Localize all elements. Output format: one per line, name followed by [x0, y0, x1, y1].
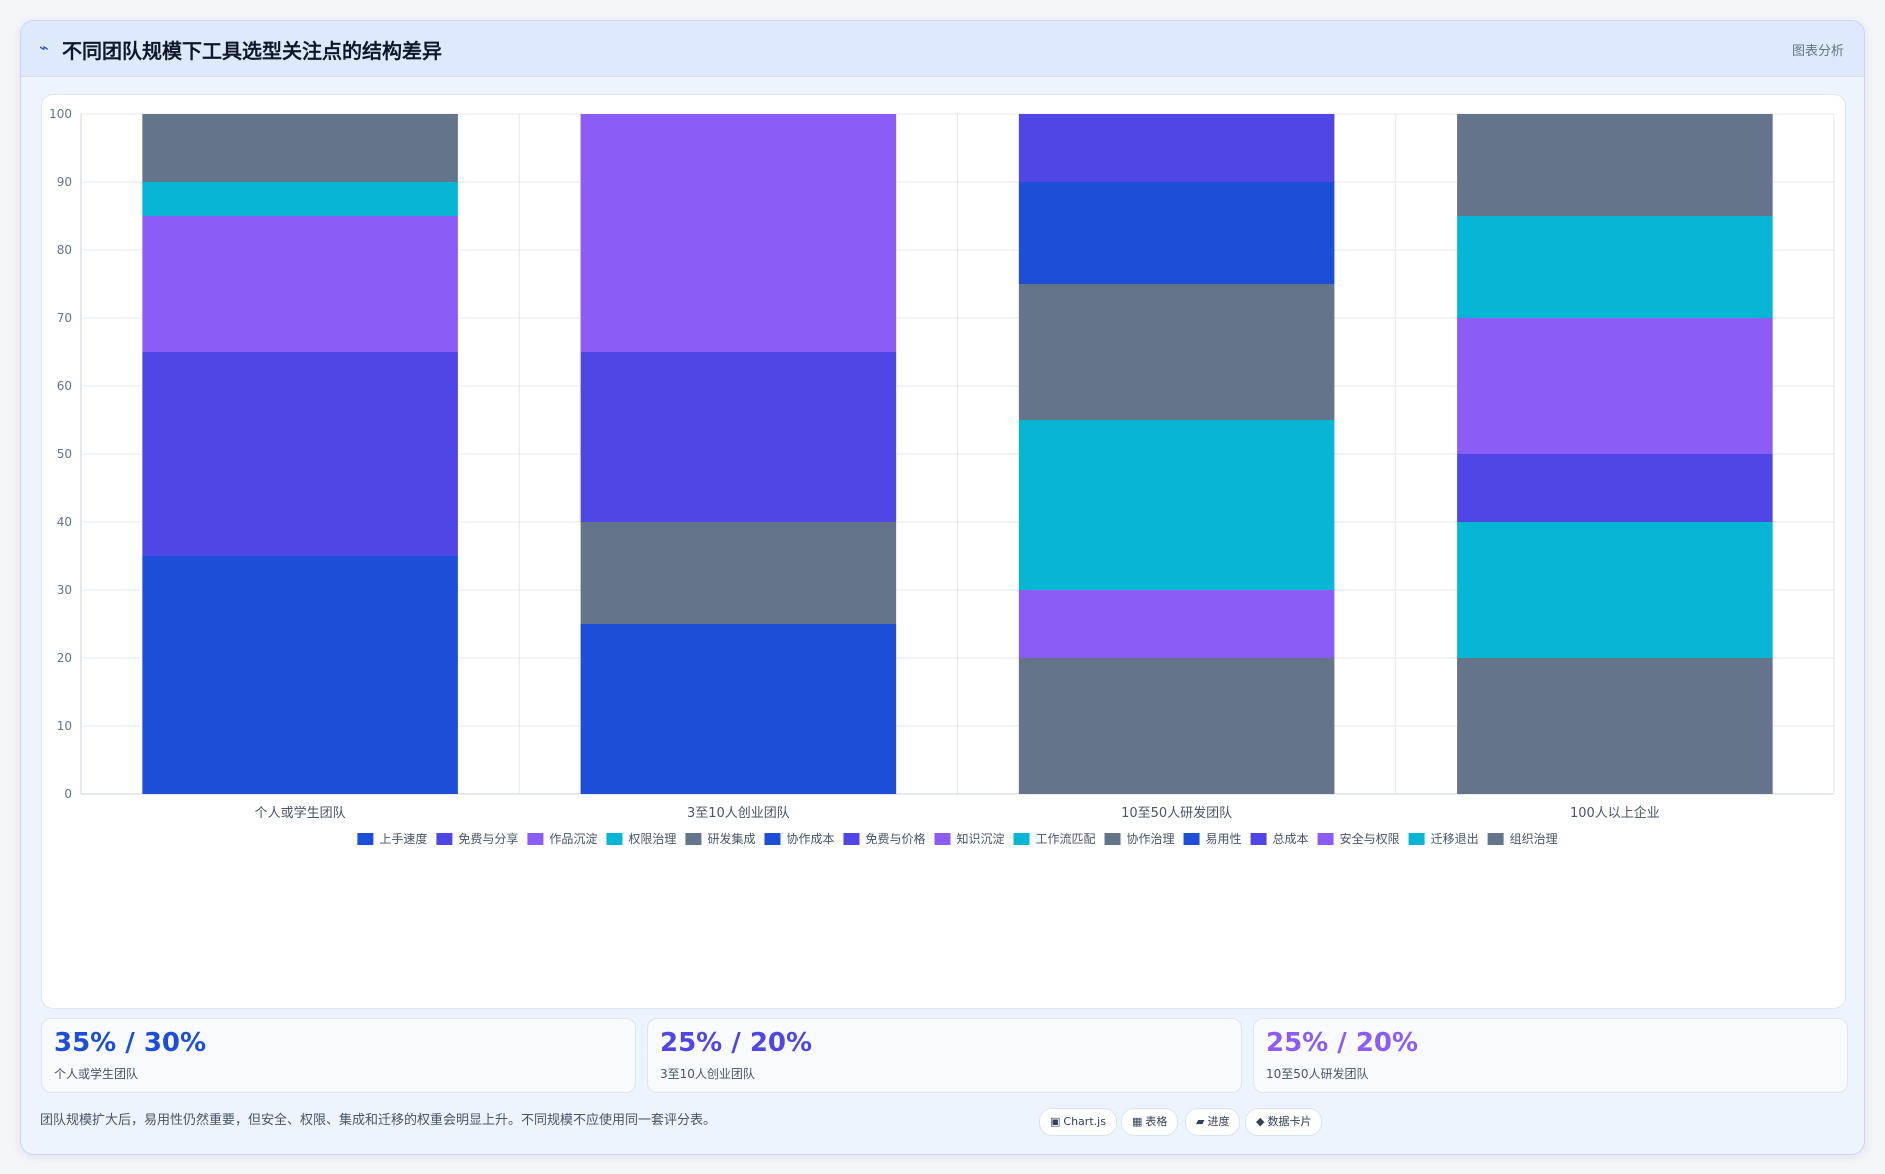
legend-swatch	[1013, 833, 1030, 845]
bar-segment	[580, 352, 897, 522]
bar-segment	[1018, 182, 1335, 284]
bar-segment	[1018, 420, 1335, 590]
chart-card: ⌁ 不同团队规模下工具选型关注点的结构差异 图表分析 0 10 20 30 40 50 60…	[20, 20, 1865, 1155]
progress-icon: ▰	[1196, 1115, 1205, 1128]
legend-label: 总成本	[1273, 832, 1309, 846]
legend-swatch	[1487, 833, 1504, 845]
bar-segment	[142, 114, 458, 182]
y-tick-label: 80	[57, 243, 72, 257]
legend-label: 迁移退出	[1431, 832, 1479, 846]
y-tick-label: 50	[57, 447, 72, 461]
y-tick-label: 20	[57, 651, 72, 665]
stat-value: 25% / 20%	[1266, 1028, 1419, 1058]
legend-label: 作品沉淀	[549, 832, 597, 846]
bar-segment	[1018, 658, 1335, 794]
y-tick-label: 70	[57, 311, 72, 325]
legend-label: 免费与分享	[458, 831, 518, 846]
chart-js-icon: ▣	[1050, 1115, 1061, 1128]
x-tick-label: 10至50人研发团队	[1121, 805, 1232, 821]
stat-card-3: 25% / 20% 10至50人研发团队	[1253, 1018, 1848, 1093]
legend-label: 上手速度	[379, 831, 427, 846]
y-tick-label: 90	[57, 175, 72, 189]
chart-analysis-tag: 图表分析	[1791, 44, 1844, 59]
bar-segment	[1457, 454, 1773, 522]
bar-segment	[1457, 522, 1773, 658]
y-tick-label: 30	[57, 583, 72, 597]
bar-segment	[1018, 284, 1335, 420]
chart-panel: 0 10 20 30 40 50 60 70 80 90 100 个人或学生团队 3至10人创业团队 10…	[41, 94, 1846, 1009]
stat-card-2: 25% / 20% 3至10人创业团队	[647, 1018, 1242, 1093]
y-tick-label: 0	[64, 787, 72, 801]
stat-label: 个人或学生团队	[54, 1067, 139, 1081]
legend-swatch	[1408, 833, 1425, 845]
legend-swatch	[1104, 833, 1121, 845]
chartjs-button-label: Chart.js	[1063, 1115, 1106, 1128]
stat-value: 35% / 30%	[54, 1028, 207, 1058]
bar-segment	[580, 114, 897, 216]
data-card-button[interactable]: ◆ 数据卡片	[1245, 1108, 1323, 1136]
bar-segment	[142, 556, 458, 794]
y-tick-label: 60	[57, 379, 72, 393]
bar-segment	[1457, 114, 1773, 216]
progress-button[interactable]: ▰ 进度	[1185, 1108, 1241, 1136]
bar-segment	[1018, 590, 1335, 658]
card-header: ⌁ 不同团队规模下工具选型关注点的结构差异 图表分析	[21, 21, 1864, 77]
summary-note: 团队规模扩大后，易用性仍然重要，但安全、权限、集成和迁移的权重会明显上升。不同规…	[40, 1113, 717, 1128]
legend-swatch	[357, 833, 374, 845]
x-tick-label: 100人以上企业	[1570, 805, 1660, 821]
y-tick-label: 100	[49, 107, 72, 121]
legend-label: 易用性	[1206, 832, 1242, 846]
legend-label: 研发集成	[707, 831, 755, 846]
table-button-label: 表格	[1145, 1115, 1168, 1128]
bar-segment	[142, 216, 458, 352]
chartjs-button[interactable]: ▣ Chart.js	[1039, 1108, 1117, 1136]
legend-label: 安全与权限	[1340, 831, 1400, 846]
legend-swatch	[685, 833, 702, 845]
legend-swatch	[606, 833, 623, 845]
table-icon: ▦	[1132, 1115, 1143, 1128]
bar-segment	[1457, 658, 1773, 794]
legend-label: 协作成本	[786, 831, 834, 846]
legend-swatch	[527, 833, 544, 845]
legend-label: 免费与价格	[865, 831, 925, 846]
bar-segment	[580, 624, 897, 794]
chart-icon: ⌁	[39, 38, 49, 57]
bar-segment	[142, 352, 458, 556]
table-button[interactable]: ▦ 表格	[1121, 1108, 1179, 1136]
legend-swatch	[1317, 833, 1334, 845]
progress-button-label: 进度	[1207, 1115, 1230, 1128]
stat-label: 10至50人研发团队	[1266, 1067, 1369, 1081]
legend-swatch	[436, 833, 453, 845]
legend-label: 工作流匹配	[1036, 832, 1096, 846]
page-title: 不同团队规模下工具选型关注点的结构差异	[62, 39, 442, 63]
legend-label: 组织治理	[1510, 832, 1558, 846]
stat-label: 3至10人创业团队	[660, 1067, 755, 1081]
legend-swatch	[934, 833, 951, 845]
bar-segment	[1457, 216, 1773, 318]
legend-swatch	[764, 833, 781, 845]
legend-label: 知识沉淀	[956, 832, 1004, 846]
legend-label: 权限治理	[628, 832, 676, 846]
legend-swatch	[1250, 833, 1267, 845]
y-tick-label: 10	[57, 719, 72, 733]
bar-segment	[1018, 114, 1335, 182]
legend-label: 协作治理	[1127, 831, 1175, 846]
stat-value: 25% / 20%	[660, 1028, 813, 1058]
y-tick-label: 40	[57, 515, 72, 529]
stat-card-1: 35% / 30% 个人或学生团队	[41, 1018, 636, 1093]
legend-swatch	[843, 833, 860, 845]
x-tick-label: 个人或学生团队	[255, 805, 346, 821]
bar-segment	[1457, 318, 1773, 454]
x-tick-label: 3至10人创业团队	[687, 806, 790, 821]
legend-swatch	[1183, 833, 1200, 845]
bar-segment	[580, 522, 897, 624]
data-card-button-label: 数据卡片	[1267, 1115, 1312, 1128]
bar-segment	[580, 216, 897, 352]
data-card-icon: ◆	[1256, 1115, 1265, 1128]
bar-segment	[142, 182, 458, 216]
stacked-bar-chart: 0 10 20 30 40 50 60 70 80 90 100 个人或学生团队 3至10人创业团队 10…	[49, 107, 1835, 846]
